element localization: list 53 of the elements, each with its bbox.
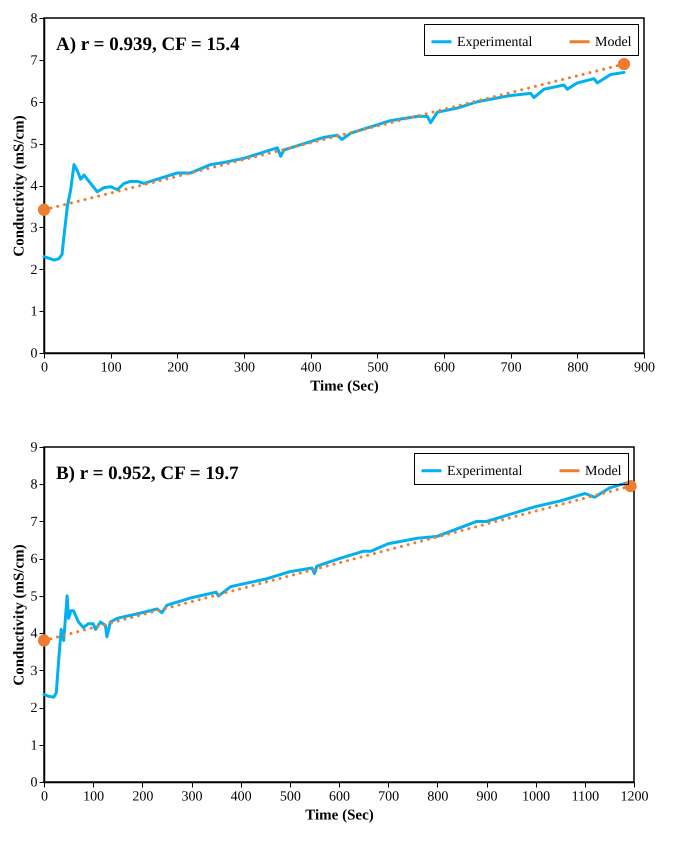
y-tick-label: 5 bbox=[30, 589, 38, 604]
x-tick-label: 600 bbox=[329, 790, 350, 804]
y-axis-title: Conductivity (mS/cm) bbox=[12, 115, 28, 257]
y-axis-title: Conductivity (mS/cm) bbox=[12, 544, 28, 686]
y-tick-label: 6 bbox=[30, 552, 38, 568]
y-tick-label: 1 bbox=[30, 304, 38, 320]
legend-label: Experimental bbox=[457, 34, 533, 50]
x-axis-title: Time (Sec) bbox=[310, 378, 379, 394]
x-tick-label: 700 bbox=[500, 360, 522, 376]
x-tick-label: 100 bbox=[83, 790, 104, 804]
x-tick-label: 300 bbox=[234, 360, 255, 376]
y-tick-label: 9 bbox=[30, 440, 38, 456]
y-tick-label: 2 bbox=[30, 262, 38, 278]
x-tick-label: 900 bbox=[634, 360, 655, 376]
x-tick-label: 800 bbox=[567, 360, 588, 376]
x-tick-label: 700 bbox=[378, 790, 400, 804]
y-tick-label: 2 bbox=[30, 701, 38, 716]
y-tick-label: 7 bbox=[30, 53, 38, 68]
x-tick-label: 200 bbox=[167, 360, 188, 376]
y-tick-label: 4 bbox=[30, 626, 38, 642]
y-tick-label: 3 bbox=[30, 220, 38, 236]
y-tick-label: 8 bbox=[30, 478, 38, 493]
x-tick-label: 1100 bbox=[572, 790, 600, 804]
y-tick-label: 0 bbox=[30, 346, 38, 362]
y-tick-label: 3 bbox=[30, 664, 38, 679]
x-tick-label: 800 bbox=[427, 790, 448, 804]
y-tick-label: 7 bbox=[30, 514, 38, 530]
x-tick-label: 1000 bbox=[522, 790, 550, 804]
x-tick-label: 1200 bbox=[620, 790, 648, 804]
y-tick-label: 0 bbox=[30, 776, 38, 790]
x-tick-label: 500 bbox=[367, 360, 388, 376]
x-tick-label: 300 bbox=[182, 790, 202, 804]
legend-label: Experimental bbox=[447, 464, 523, 479]
x-tick-label: 0 bbox=[41, 790, 48, 804]
annotation: B) r = 0.952, CF = 19.7 bbox=[56, 463, 240, 484]
annotation: A) r = 0.939, CF = 15.4 bbox=[56, 34, 240, 55]
y-tick-label: 1 bbox=[30, 738, 38, 754]
y-tick-label: 4 bbox=[30, 179, 38, 194]
x-tick-label: 0 bbox=[41, 360, 48, 376]
x-tick-label: 400 bbox=[300, 360, 322, 376]
x-tick-label: 200 bbox=[132, 790, 154, 804]
y-tick-label: 6 bbox=[30, 95, 38, 110]
x-tick-label: 400 bbox=[230, 790, 252, 804]
legend-label: Model bbox=[595, 34, 632, 50]
x-tick-label: 100 bbox=[100, 360, 122, 376]
x-tick-label: 600 bbox=[434, 360, 455, 376]
x-tick-label: 900 bbox=[476, 790, 498, 804]
x-axis-title: Time (Sec) bbox=[305, 808, 374, 824]
y-tick-label: 8 bbox=[30, 12, 38, 26]
y-tick-label: 5 bbox=[30, 137, 38, 152]
line-series bbox=[42, 70, 626, 262]
x-tick-label: 500 bbox=[280, 790, 301, 804]
legend-label: Model bbox=[585, 464, 622, 479]
